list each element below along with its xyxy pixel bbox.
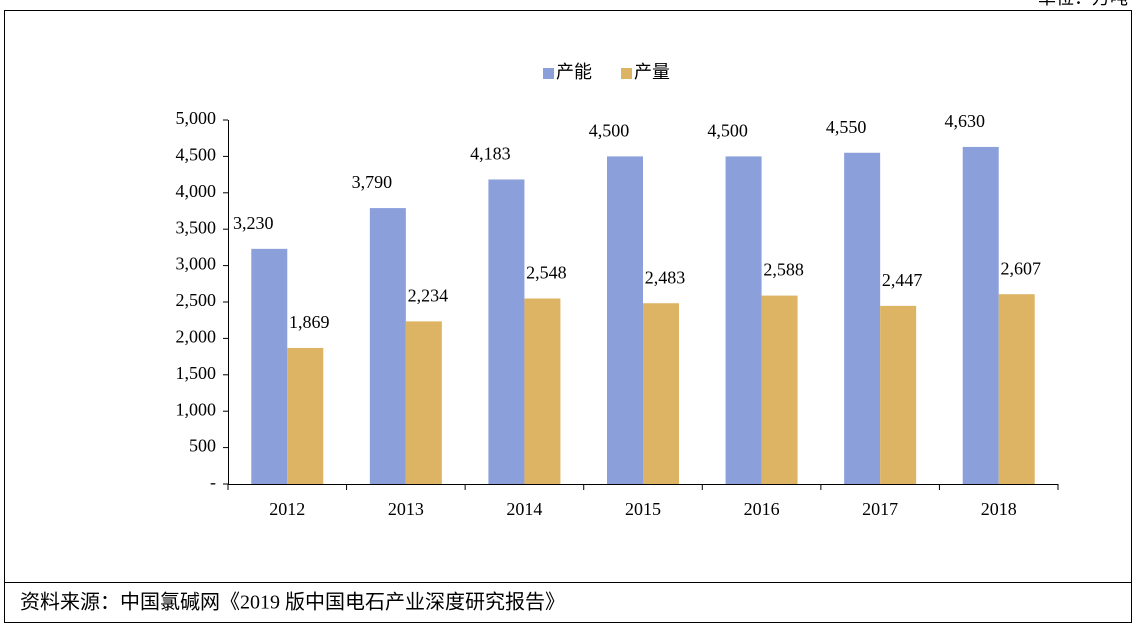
bar (998, 294, 1035, 484)
data-label: 1,869 (289, 312, 330, 332)
y-tick-label: 500 (189, 436, 216, 456)
y-tick-label: 5,000 (176, 108, 217, 128)
bar (962, 146, 999, 484)
bar (844, 152, 881, 484)
x-tick-label: 2016 (744, 499, 780, 519)
x-tick-label: 2015 (625, 499, 661, 519)
x-tick-label: 2014 (506, 499, 542, 519)
data-label: 4,500 (589, 121, 630, 141)
data-label: 2,447 (882, 270, 923, 290)
legend-label: 产能 (556, 62, 592, 82)
y-tick-label: 2,500 (176, 290, 217, 310)
bar (607, 156, 643, 484)
data-label: 4,550 (826, 117, 867, 137)
x-tick-label: 2018 (981, 499, 1017, 519)
bar (524, 298, 561, 484)
data-label: 2,588 (763, 260, 804, 280)
data-label: 4,630 (944, 111, 985, 131)
x-tick-label: 2012 (269, 499, 305, 519)
data-label: 3,790 (352, 172, 393, 192)
data-label: 2,548 (526, 263, 567, 283)
y-tick-label: 1,500 (176, 363, 217, 383)
legend-swatch (621, 68, 632, 79)
bar (880, 305, 917, 484)
data-label: 2,234 (408, 285, 449, 305)
legend-label: 产量 (634, 62, 670, 82)
y-tick-label: 2,000 (176, 327, 217, 347)
data-label: 2,483 (645, 267, 686, 287)
data-label: 4,500 (707, 121, 748, 141)
y-tick-label: 4,000 (176, 181, 217, 201)
data-label: 3,230 (233, 213, 274, 233)
y-tick-label: 1,000 (176, 399, 217, 419)
y-tick-label: 3,500 (176, 217, 217, 237)
x-tick-label: 2013 (388, 499, 424, 519)
bar (761, 295, 798, 484)
bar (251, 248, 288, 484)
data-label: 4,183 (470, 144, 511, 164)
y-tick-label: - (210, 472, 216, 492)
frame (4, 10, 1132, 623)
bar (725, 156, 762, 484)
bar (405, 321, 442, 484)
y-tick-label: 3,000 (176, 254, 217, 274)
bar (488, 179, 525, 484)
bar (369, 208, 406, 484)
bar (287, 347, 324, 484)
legend-swatch (543, 68, 554, 79)
source-note: 资料来源：中国氯碱网《2019 版中国电石产业深度研究报告》 (20, 591, 565, 614)
data-label: 2,607 (1000, 258, 1041, 278)
x-tick-label: 2017 (862, 499, 898, 519)
bar (643, 303, 679, 484)
unit-label: 单位：万吨 (1038, 0, 1128, 8)
y-tick-label: 4,500 (176, 145, 217, 165)
